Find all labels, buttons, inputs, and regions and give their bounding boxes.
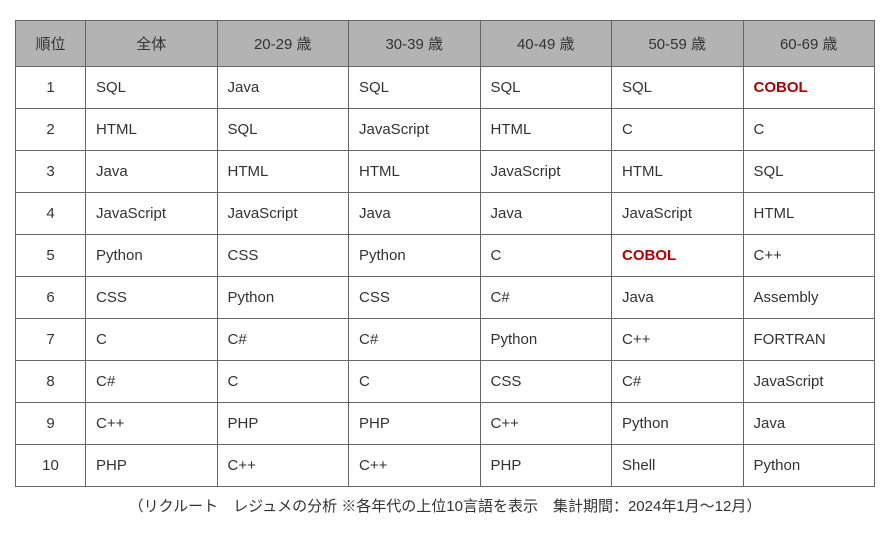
data-cell: C	[86, 319, 218, 361]
data-cell: HTML	[612, 151, 744, 193]
data-cell: CSS	[86, 277, 218, 319]
data-cell: COBOL	[743, 67, 875, 109]
data-cell: Python	[217, 277, 349, 319]
data-cell: Python	[612, 403, 744, 445]
data-cell: Java	[743, 403, 875, 445]
data-cell: JavaScript	[480, 151, 612, 193]
data-cell: CSS	[480, 361, 612, 403]
data-cell: Python	[743, 445, 875, 487]
data-cell: PHP	[86, 445, 218, 487]
data-cell: SQL	[480, 67, 612, 109]
header-rank: 順位	[16, 21, 86, 67]
rank-cell: 10	[16, 445, 86, 487]
data-cell: JavaScript	[349, 109, 481, 151]
data-cell: CSS	[217, 235, 349, 277]
ranking-table: 順位 全体 20-29 歳 30-39 歳 40-49 歳 50-59 歳 60…	[15, 20, 875, 487]
data-cell: CSS	[349, 277, 481, 319]
data-cell: C	[349, 361, 481, 403]
data-cell: SQL	[743, 151, 875, 193]
header-60s: 60-69 歳	[743, 21, 875, 67]
data-cell: JavaScript	[612, 193, 744, 235]
data-cell: JavaScript	[86, 193, 218, 235]
rank-cell: 1	[16, 67, 86, 109]
table-row: 1SQLJavaSQLSQLSQLCOBOL	[16, 67, 875, 109]
rank-cell: 5	[16, 235, 86, 277]
data-cell: COBOL	[612, 235, 744, 277]
header-20s: 20-29 歳	[217, 21, 349, 67]
data-cell: SQL	[86, 67, 218, 109]
data-cell: C++	[217, 445, 349, 487]
data-cell: Assembly	[743, 277, 875, 319]
data-cell: PHP	[349, 403, 481, 445]
data-cell: C#	[612, 361, 744, 403]
data-cell: HTML	[349, 151, 481, 193]
table-row: 5PythonCSSPythonCCOBOLC++	[16, 235, 875, 277]
data-cell: Java	[86, 151, 218, 193]
data-cell: SQL	[217, 109, 349, 151]
data-cell: C#	[217, 319, 349, 361]
table-header-row: 順位 全体 20-29 歳 30-39 歳 40-49 歳 50-59 歳 60…	[16, 21, 875, 67]
rank-cell: 6	[16, 277, 86, 319]
data-cell: HTML	[743, 193, 875, 235]
data-cell: HTML	[86, 109, 218, 151]
data-cell: C	[612, 109, 744, 151]
table-row: 3JavaHTMLHTMLJavaScriptHTMLSQL	[16, 151, 875, 193]
data-cell: Python	[480, 319, 612, 361]
rank-cell: 4	[16, 193, 86, 235]
data-cell: JavaScript	[743, 361, 875, 403]
data-cell: C#	[349, 319, 481, 361]
rank-cell: 9	[16, 403, 86, 445]
data-cell: SQL	[612, 67, 744, 109]
table-row: 6CSSPythonCSSC#JavaAssembly	[16, 277, 875, 319]
data-cell: PHP	[217, 403, 349, 445]
data-cell: C++	[349, 445, 481, 487]
data-cell: Java	[349, 193, 481, 235]
table-body: 1SQLJavaSQLSQLSQLCOBOL2HTMLSQLJavaScript…	[16, 67, 875, 487]
data-cell: C++	[480, 403, 612, 445]
table-row: 4JavaScriptJavaScriptJavaJavaJavaScriptH…	[16, 193, 875, 235]
data-cell: Java	[217, 67, 349, 109]
rank-cell: 3	[16, 151, 86, 193]
data-cell: PHP	[480, 445, 612, 487]
data-cell: C#	[86, 361, 218, 403]
data-cell: HTML	[217, 151, 349, 193]
data-cell: Python	[86, 235, 218, 277]
data-cell: C#	[480, 277, 612, 319]
table-row: 7CC#C#PythonC++FORTRAN	[16, 319, 875, 361]
header-40s: 40-49 歳	[480, 21, 612, 67]
table-row: 2HTMLSQLJavaScriptHTMLCC	[16, 109, 875, 151]
table-row: 8C#CCCSSC#JavaScript	[16, 361, 875, 403]
data-cell: Shell	[612, 445, 744, 487]
data-cell: Python	[349, 235, 481, 277]
data-cell: C++	[612, 319, 744, 361]
data-cell: C	[743, 109, 875, 151]
header-50s: 50-59 歳	[612, 21, 744, 67]
table-row: 10PHPC++C++PHPShellPython	[16, 445, 875, 487]
data-cell: Java	[480, 193, 612, 235]
header-overall: 全体	[86, 21, 218, 67]
data-cell: Java	[612, 277, 744, 319]
rank-cell: 7	[16, 319, 86, 361]
table-row: 9C++PHPPHPC++PythonJava	[16, 403, 875, 445]
data-cell: HTML	[480, 109, 612, 151]
data-cell: C++	[86, 403, 218, 445]
data-cell: C	[217, 361, 349, 403]
data-cell: C++	[743, 235, 875, 277]
rank-cell: 2	[16, 109, 86, 151]
rank-cell: 8	[16, 361, 86, 403]
header-30s: 30-39 歳	[349, 21, 481, 67]
data-cell: SQL	[349, 67, 481, 109]
data-cell: JavaScript	[217, 193, 349, 235]
data-cell: C	[480, 235, 612, 277]
table-caption: （リクルート レジュメの分析 ※各年代の上位10言語を表示 集計期間：2024年…	[15, 495, 875, 516]
data-cell: FORTRAN	[743, 319, 875, 361]
